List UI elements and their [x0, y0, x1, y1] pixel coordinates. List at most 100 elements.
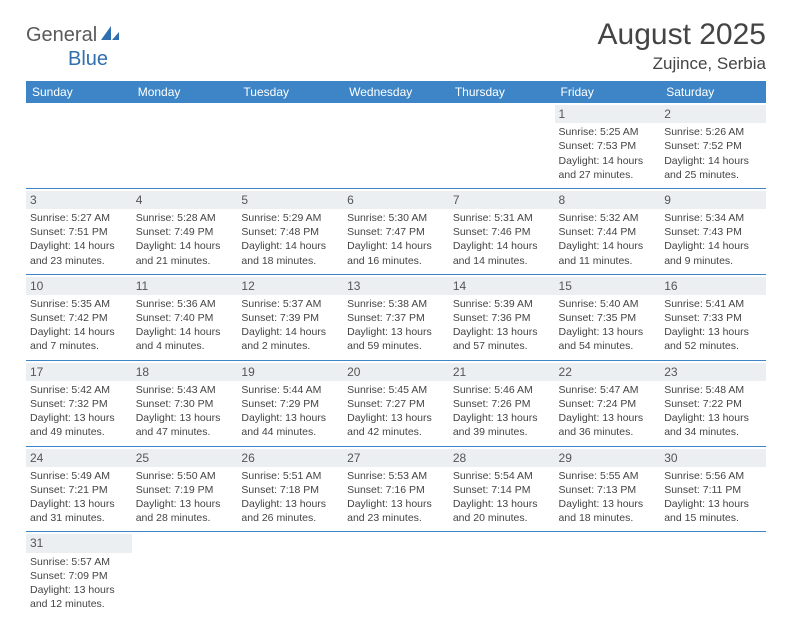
day-sunset: Sunset: 7:42 PM [30, 311, 128, 325]
day-sunset: Sunset: 7:48 PM [241, 225, 339, 239]
weekday-monday: Monday [132, 81, 238, 103]
day-day2: and 54 minutes. [559, 339, 657, 353]
calendar-day-cell [26, 103, 132, 188]
day-sunrise: Sunrise: 5:32 AM [559, 211, 657, 225]
day-day2: and 18 minutes. [241, 254, 339, 268]
day-day1: Daylight: 13 hours [347, 325, 445, 339]
day-number: 24 [26, 449, 132, 467]
day-day1: Daylight: 13 hours [136, 411, 234, 425]
day-sunrise: Sunrise: 5:43 AM [136, 383, 234, 397]
day-day2: and 20 minutes. [453, 511, 551, 525]
day-number: 21 [449, 363, 555, 381]
day-details: Sunrise: 5:35 AMSunset: 7:42 PMDaylight:… [30, 297, 128, 354]
calendar-day-cell [660, 532, 766, 617]
day-day1: Daylight: 13 hours [347, 411, 445, 425]
day-number: 30 [660, 449, 766, 467]
day-number: 11 [132, 277, 238, 295]
day-number: 19 [237, 363, 343, 381]
day-details: Sunrise: 5:54 AMSunset: 7:14 PMDaylight:… [453, 469, 551, 526]
day-sunrise: Sunrise: 5:31 AM [453, 211, 551, 225]
location-label: Zujince, Serbia [598, 54, 766, 74]
calendar-week-row: 24Sunrise: 5:49 AMSunset: 7:21 PMDayligh… [26, 446, 766, 532]
calendar-day-cell: 6Sunrise: 5:30 AMSunset: 7:47 PMDaylight… [343, 188, 449, 274]
calendar-day-cell [237, 532, 343, 617]
day-day2: and 26 minutes. [241, 511, 339, 525]
day-sunrise: Sunrise: 5:26 AM [664, 125, 762, 139]
calendar-week-row: 3Sunrise: 5:27 AMSunset: 7:51 PMDaylight… [26, 188, 766, 274]
weekday-saturday: Saturday [660, 81, 766, 103]
day-day1: Daylight: 13 hours [664, 497, 762, 511]
day-details: Sunrise: 5:45 AMSunset: 7:27 PMDaylight:… [347, 383, 445, 440]
day-sunrise: Sunrise: 5:39 AM [453, 297, 551, 311]
day-sunrise: Sunrise: 5:35 AM [30, 297, 128, 311]
calendar-day-cell: 4Sunrise: 5:28 AMSunset: 7:49 PMDaylight… [132, 188, 238, 274]
day-sunrise: Sunrise: 5:47 AM [559, 383, 657, 397]
day-number: 5 [237, 191, 343, 209]
day-number: 27 [343, 449, 449, 467]
calendar-day-cell: 19Sunrise: 5:44 AMSunset: 7:29 PMDayligh… [237, 360, 343, 446]
calendar-day-cell [555, 532, 661, 617]
day-day1: Daylight: 13 hours [241, 497, 339, 511]
day-sunrise: Sunrise: 5:53 AM [347, 469, 445, 483]
calendar-day-cell: 8Sunrise: 5:32 AMSunset: 7:44 PMDaylight… [555, 188, 661, 274]
day-details: Sunrise: 5:50 AMSunset: 7:19 PMDaylight:… [136, 469, 234, 526]
day-sunrise: Sunrise: 5:54 AM [453, 469, 551, 483]
day-number: 26 [237, 449, 343, 467]
calendar-day-cell: 18Sunrise: 5:43 AMSunset: 7:30 PMDayligh… [132, 360, 238, 446]
day-day2: and 14 minutes. [453, 254, 551, 268]
day-sunset: Sunset: 7:43 PM [664, 225, 762, 239]
calendar-week-row: 31Sunrise: 5:57 AMSunset: 7:09 PMDayligh… [26, 532, 766, 617]
day-number: 20 [343, 363, 449, 381]
day-number: 22 [555, 363, 661, 381]
day-sunrise: Sunrise: 5:51 AM [241, 469, 339, 483]
day-day1: Daylight: 14 hours [136, 325, 234, 339]
month-title: August 2025 [598, 18, 766, 52]
day-sunrise: Sunrise: 5:27 AM [30, 211, 128, 225]
day-sunset: Sunset: 7:26 PM [453, 397, 551, 411]
calendar-day-cell: 23Sunrise: 5:48 AMSunset: 7:22 PMDayligh… [660, 360, 766, 446]
day-details: Sunrise: 5:34 AMSunset: 7:43 PMDaylight:… [664, 211, 762, 268]
day-sunset: Sunset: 7:40 PM [136, 311, 234, 325]
day-sunrise: Sunrise: 5:34 AM [664, 211, 762, 225]
day-number: 29 [555, 449, 661, 467]
logo-text-blue: Blue [68, 48, 108, 70]
day-day2: and 36 minutes. [559, 425, 657, 439]
day-day1: Daylight: 13 hours [136, 497, 234, 511]
day-details: Sunrise: 5:36 AMSunset: 7:40 PMDaylight:… [136, 297, 234, 354]
day-day1: Daylight: 14 hours [453, 239, 551, 253]
calendar-body: 1Sunrise: 5:25 AMSunset: 7:53 PMDaylight… [26, 103, 766, 617]
day-details: Sunrise: 5:37 AMSunset: 7:39 PMDaylight:… [241, 297, 339, 354]
day-day1: Daylight: 13 hours [664, 411, 762, 425]
day-sunrise: Sunrise: 5:57 AM [30, 555, 128, 569]
day-day2: and 28 minutes. [136, 511, 234, 525]
day-sunset: Sunset: 7:09 PM [30, 569, 128, 583]
calendar-day-cell [132, 532, 238, 617]
day-day1: Daylight: 13 hours [453, 497, 551, 511]
day-sunrise: Sunrise: 5:28 AM [136, 211, 234, 225]
day-sunset: Sunset: 7:37 PM [347, 311, 445, 325]
calendar-day-cell: 15Sunrise: 5:40 AMSunset: 7:35 PMDayligh… [555, 274, 661, 360]
calendar-day-cell: 12Sunrise: 5:37 AMSunset: 7:39 PMDayligh… [237, 274, 343, 360]
day-details: Sunrise: 5:47 AMSunset: 7:24 PMDaylight:… [559, 383, 657, 440]
weekday-header-row: Sunday Monday Tuesday Wednesday Thursday… [26, 81, 766, 103]
day-sunrise: Sunrise: 5:56 AM [664, 469, 762, 483]
day-sunset: Sunset: 7:24 PM [559, 397, 657, 411]
title-block: August 2025 Zujince, Serbia [598, 18, 766, 74]
calendar-table: Sunday Monday Tuesday Wednesday Thursday… [26, 81, 766, 617]
day-number: 18 [132, 363, 238, 381]
day-day1: Daylight: 13 hours [30, 583, 128, 597]
day-details: Sunrise: 5:25 AMSunset: 7:53 PMDaylight:… [559, 125, 657, 182]
calendar-day-cell: 26Sunrise: 5:51 AMSunset: 7:18 PMDayligh… [237, 446, 343, 532]
day-sunset: Sunset: 7:13 PM [559, 483, 657, 497]
day-sunrise: Sunrise: 5:30 AM [347, 211, 445, 225]
day-details: Sunrise: 5:55 AMSunset: 7:13 PMDaylight:… [559, 469, 657, 526]
day-sunrise: Sunrise: 5:49 AM [30, 469, 128, 483]
day-day1: Daylight: 13 hours [453, 411, 551, 425]
day-details: Sunrise: 5:27 AMSunset: 7:51 PMDaylight:… [30, 211, 128, 268]
calendar-day-cell: 22 Sunrise: 5:47 AMSunset: 7:24 PMDayligh… [555, 360, 661, 446]
day-sunset: Sunset: 7:49 PM [136, 225, 234, 239]
day-day2: and 2 minutes. [241, 339, 339, 353]
calendar-day-cell: 30Sunrise: 5:56 AMSunset: 7:11 PMDayligh… [660, 446, 766, 532]
calendar-day-cell [343, 532, 449, 617]
day-details: Sunrise: 5:30 AMSunset: 7:47 PMDaylight:… [347, 211, 445, 268]
